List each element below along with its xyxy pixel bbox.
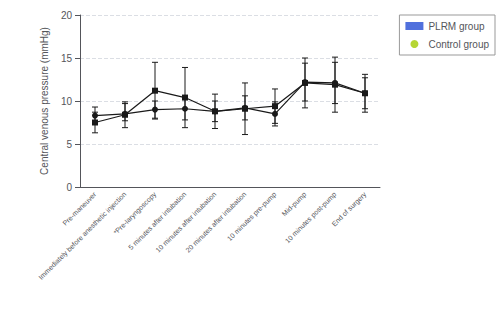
svg-text:0: 0 <box>66 182 72 193</box>
svg-text:10 minutes after intubation: 10 minutes after intubation <box>154 190 217 253</box>
svg-text:Mid-pump: Mid-pump <box>281 190 309 218</box>
svg-text:20 minutes after intubation: 20 minutes after intubation <box>184 190 247 253</box>
svg-text:15: 15 <box>61 53 73 64</box>
svg-text:10 minutes post-pump: 10 minutes post-pump <box>284 190 339 245</box>
svg-text:PLRM group: PLRM group <box>428 21 485 32</box>
svg-text:Central venous pressure (mmHg): Central venous pressure (mmHg) <box>39 27 50 175</box>
svg-text:10: 10 <box>61 96 73 107</box>
svg-text:Immediately before anesthetic: Immediately before anesthetic injection <box>37 190 128 281</box>
svg-text:5: 5 <box>66 139 72 150</box>
svg-text:Pre-maneuver: Pre-maneuver <box>61 190 98 227</box>
svg-text:Control group: Control group <box>428 39 489 50</box>
svg-text:*Pre-laryngoscopy: *Pre-laryngoscopy <box>112 190 158 236</box>
svg-text:20: 20 <box>61 10 73 21</box>
svg-text:End of surgery: End of surgery <box>330 190 368 228</box>
svg-text:5 minutes after intubation: 5 minutes after intubation <box>127 190 187 250</box>
svg-text:10 minutes pre-pump: 10 minutes pre-pump <box>226 190 278 242</box>
